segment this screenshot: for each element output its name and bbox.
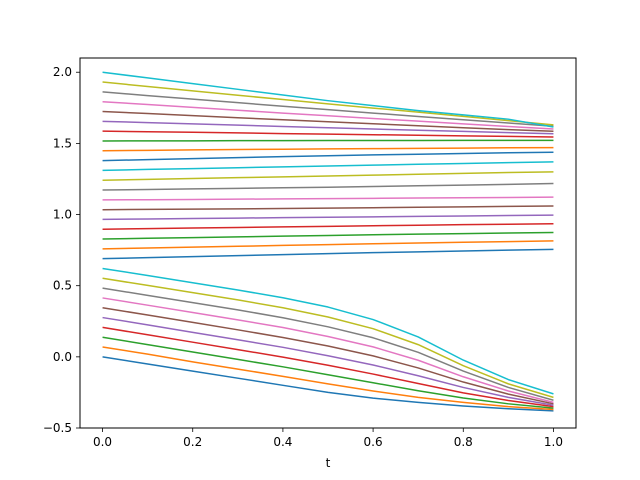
plot-frame — [79, 57, 577, 429]
series-line-26 — [102, 110, 554, 133]
y-tick-label: 0.0 — [53, 350, 72, 364]
series-line-15 — [102, 214, 554, 221]
y-tick-label: 2.0 — [53, 65, 72, 79]
series-line-7 — [102, 297, 554, 404]
series-line-21 — [102, 151, 554, 162]
series-line-10 — [102, 267, 554, 395]
y-tick-label: 0.5 — [53, 279, 72, 293]
y-tick-label: 1.5 — [53, 136, 72, 150]
series-line-1 — [102, 356, 554, 412]
series-line-14 — [102, 223, 554, 230]
x-axis-label: t — [326, 456, 331, 470]
series-layer — [102, 71, 554, 412]
series-line-6 — [102, 307, 554, 405]
series-line-3 — [102, 336, 554, 409]
series-line-5 — [102, 316, 554, 406]
x-tick-label: 0.0 — [93, 435, 112, 449]
x-tick-label: 0.8 — [454, 435, 473, 449]
x-tick-label: 0.2 — [183, 435, 202, 449]
x-axis-ticks: 0.0 0.2 0.4 0.6 0.8 1.0 — [93, 428, 563, 449]
series-line-9 — [102, 277, 554, 399]
series-line-29 — [102, 81, 554, 126]
series-line-18 — [102, 182, 554, 191]
series-line-19 — [102, 171, 554, 181]
series-line-23 — [102, 139, 554, 142]
series-line-11 — [102, 248, 554, 260]
series-line-20 — [102, 161, 554, 172]
series-line-17 — [102, 196, 554, 201]
y-tick-label: −0.5 — [43, 421, 72, 435]
x-tick-label: 0.4 — [273, 435, 292, 449]
series-line-24 — [102, 130, 554, 138]
series-line-8 — [102, 287, 554, 401]
series-line-16 — [102, 205, 554, 211]
series-line-13 — [102, 231, 554, 240]
series-line-4 — [102, 326, 554, 408]
y-tick-label: 1.0 — [53, 208, 72, 222]
y-axis-ticks: −0.5 0.0 0.5 1.0 1.5 2.0 — [43, 65, 80, 435]
series-line-12 — [102, 240, 554, 250]
series-line-27 — [102, 100, 554, 130]
series-line-28 — [102, 91, 554, 128]
series-line-22 — [102, 146, 554, 152]
series-line-30 — [102, 71, 554, 128]
x-tick-label: 1.0 — [544, 435, 563, 449]
series-line-25 — [102, 120, 554, 135]
series-line-2 — [102, 346, 554, 411]
x-tick-label: 0.6 — [364, 435, 383, 449]
